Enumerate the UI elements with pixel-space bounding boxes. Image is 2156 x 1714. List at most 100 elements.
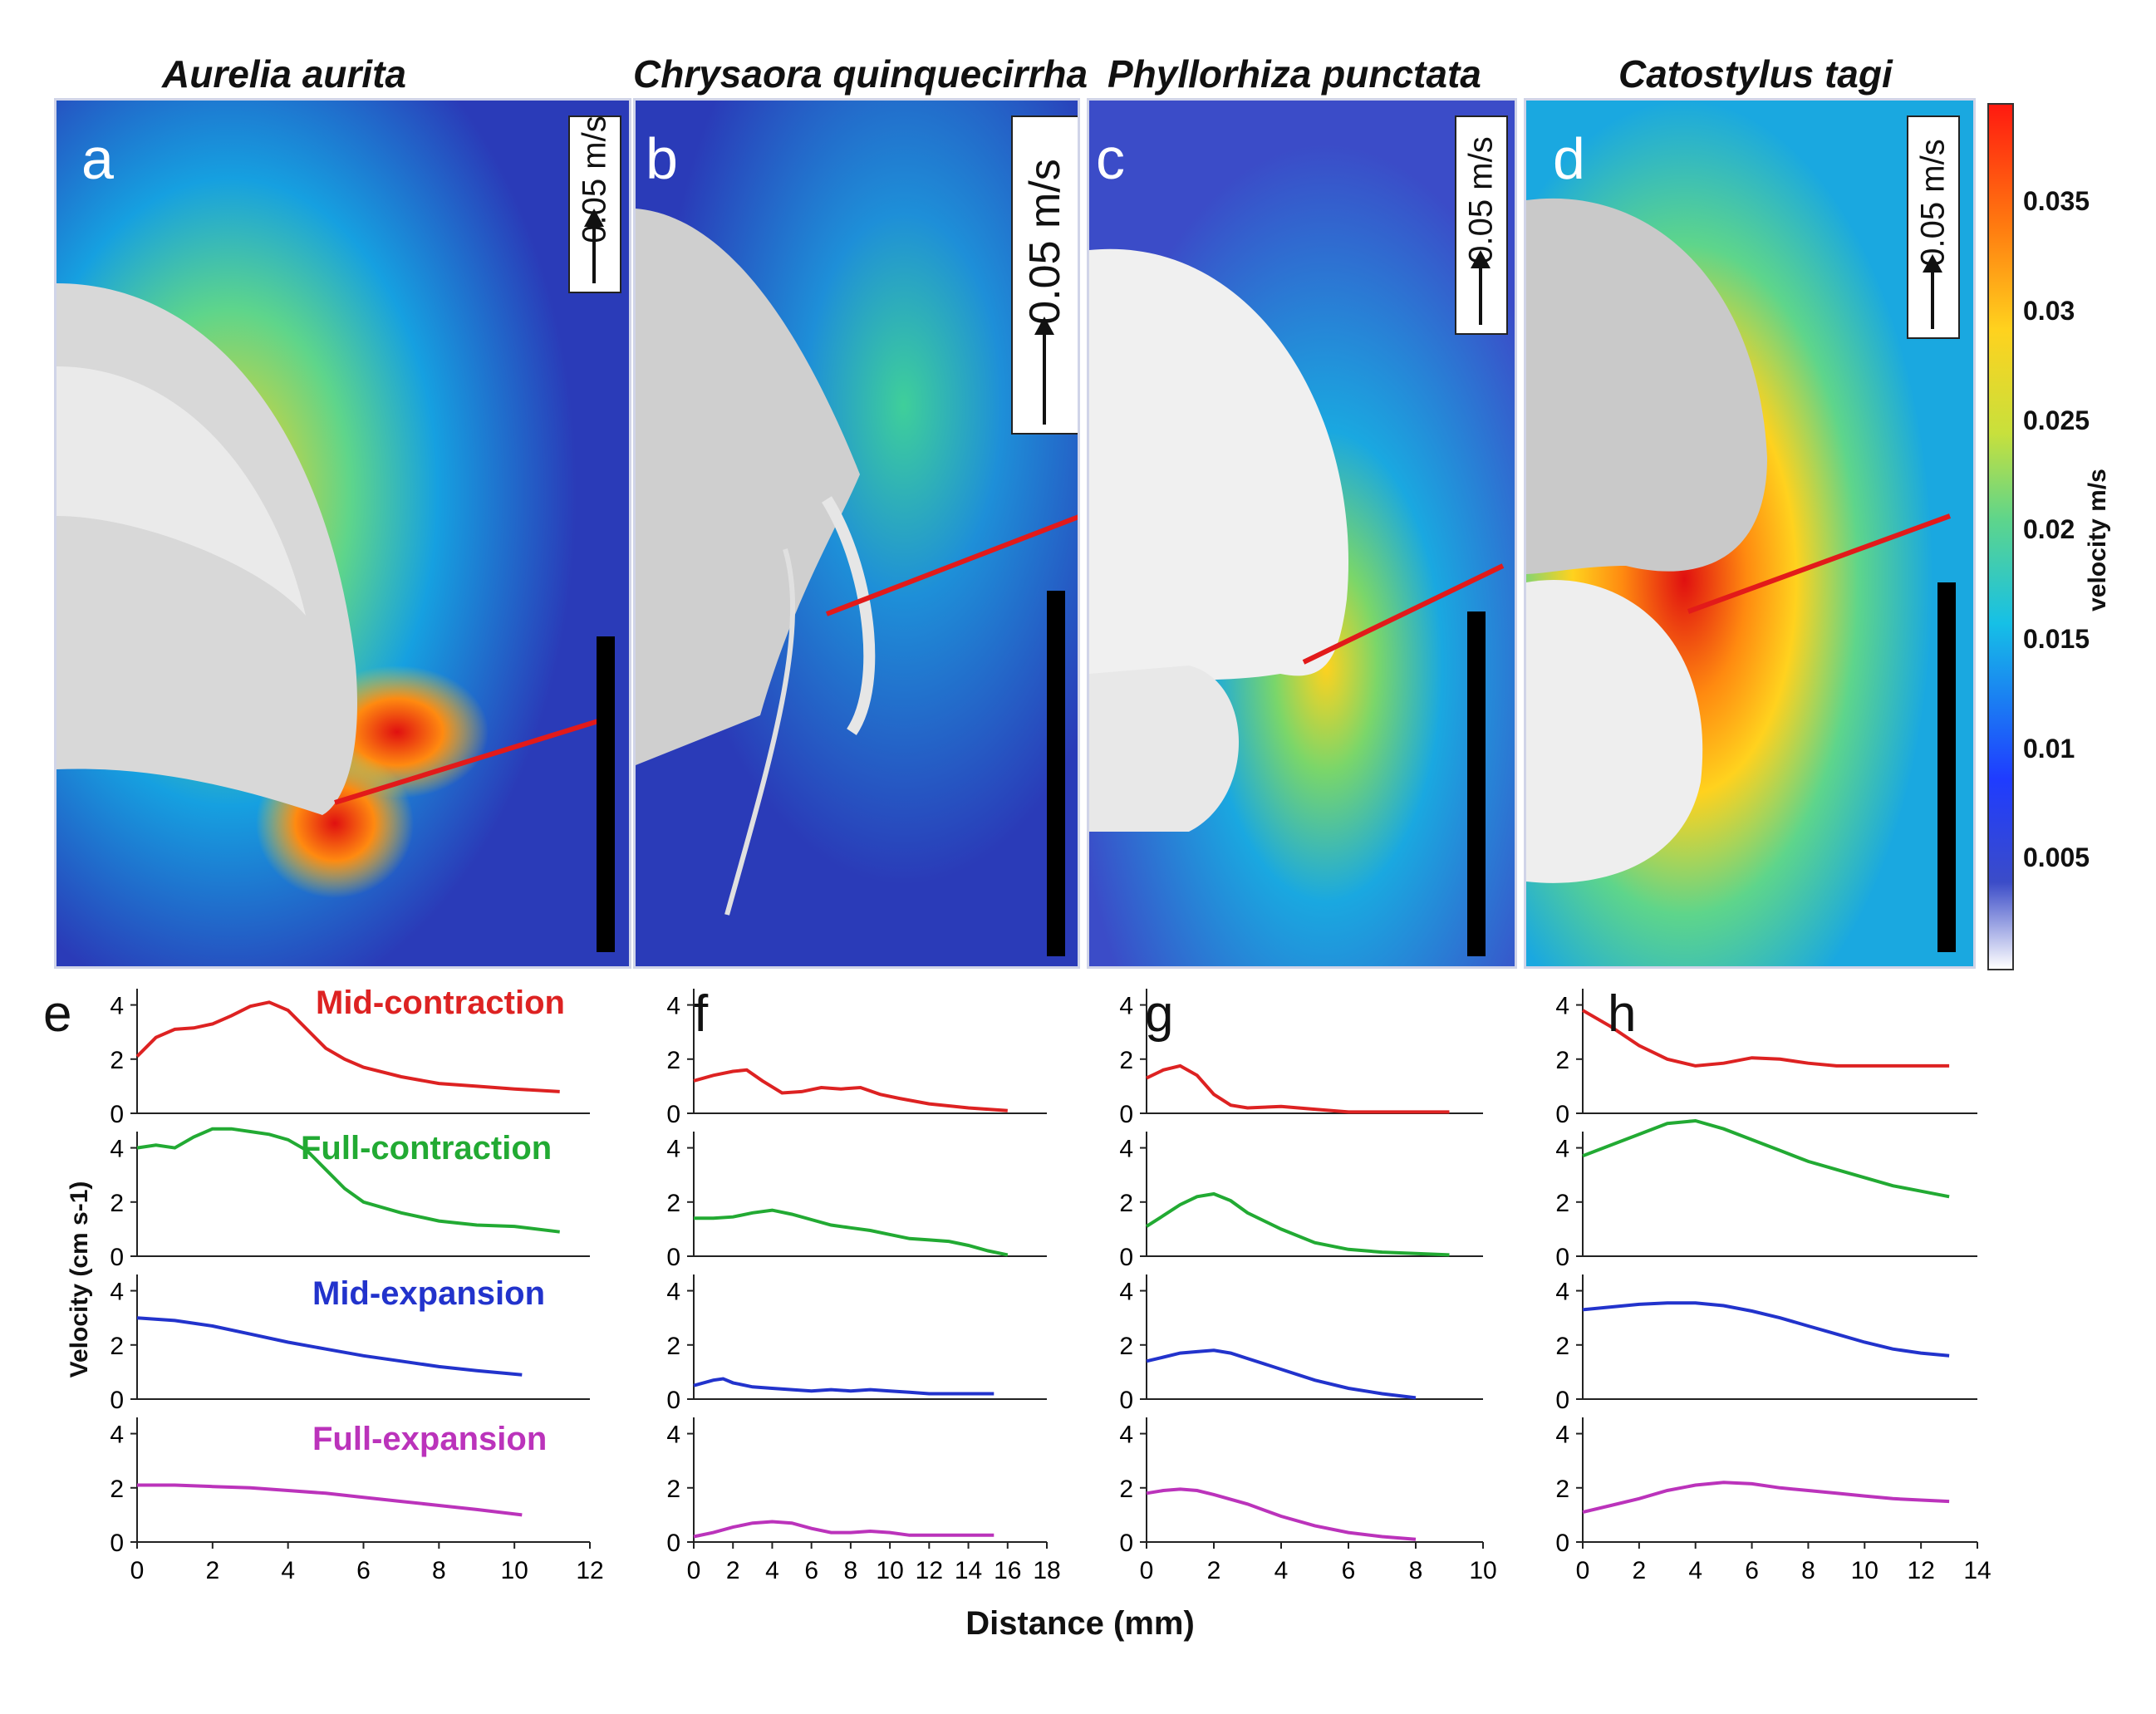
x-tick-label: 10 (500, 1557, 528, 1584)
x-tick-label: 0 (1576, 1557, 1590, 1584)
y-tick-label: 2 (1119, 1333, 1133, 1360)
x-tick-label: 6 (1342, 1557, 1356, 1584)
x-tick-label: 2 (1633, 1557, 1647, 1584)
velocity-field-d (1526, 101, 1973, 966)
x-tick-label: 2 (726, 1557, 740, 1584)
y-tick-label: 2 (1119, 1047, 1133, 1074)
transect-line (1687, 513, 1952, 614)
velocity-profile-e: 0 2 4 0 2 4 0 2 4 0 2 4 0 2 4 6 8 10 12 (75, 972, 607, 1637)
panel-letter-c: c (1096, 126, 1125, 191)
plot-e-svg: 0 2 4 0 2 4 0 2 4 0 2 4 0 2 4 6 8 10 12 (110, 989, 604, 1584)
x-tick-label: 12 (576, 1557, 603, 1584)
velocity-field-c (1089, 101, 1515, 966)
stage-label-full-contraction: Full-contraction (301, 1130, 553, 1166)
x-tick-label: 16 (994, 1557, 1021, 1584)
colorbar-tick-label: 0.03 (2023, 296, 2075, 327)
series-line-mid-expansion (1582, 1301, 1950, 1358)
panel-letter-a: a (81, 126, 114, 191)
x-tick-label: 8 (1801, 1557, 1815, 1584)
y-tick-label: 0 (110, 1101, 124, 1128)
species-title-b: Chrysaora quinquecirrha (633, 52, 1088, 96)
x-tick-label: 6 (804, 1557, 818, 1584)
x-axis-label: Distance (mm) (965, 1605, 1195, 1642)
plot-h-svg: 0 2 4 0 2 4 0 2 4 0 2 4 0 2 4 6 8 10 12 14 (1555, 989, 1991, 1584)
velocity-scale-key: 0.05 m/s (568, 115, 621, 293)
x-tick-label: 12 (916, 1557, 943, 1584)
y-tick-label: 4 (110, 1422, 124, 1449)
y-tick-label: 4 (110, 1136, 124, 1163)
y-tick-label: 2 (666, 1047, 680, 1074)
colorbar-tick-label: 0.005 (2023, 842, 2090, 873)
x-tick-label: 6 (356, 1557, 371, 1584)
velocity-profile-g: 0 2 4 0 2 4 0 2 4 0 2 4 0 2 4 6 8 10 (1084, 972, 1500, 1637)
x-tick-label: 2 (1207, 1557, 1221, 1584)
series-line-mid-expansion (136, 1316, 523, 1377)
x-tick-label: 0 (130, 1557, 145, 1584)
colorbar-tick-label: 0.01 (2023, 733, 2075, 764)
y-tick-label: 0 (1555, 1244, 1569, 1271)
series-line-full-expansion (137, 1483, 523, 1517)
colorbar-tick-label: 0.02 (2023, 514, 2075, 545)
y-tick-label: 0 (666, 1387, 680, 1414)
y-tick-label: 0 (1119, 1101, 1133, 1128)
x-tick-label: 10 (876, 1557, 903, 1584)
x-tick-label: 12 (1907, 1557, 1934, 1584)
y-tick-label: 0 (1555, 1387, 1569, 1414)
x-tick-label: 14 (955, 1557, 982, 1584)
velocity-scale-key: 0.05 m/s (1011, 115, 1078, 435)
jellyfish-bell-highlight (56, 366, 306, 616)
y-tick-label: 2 (1555, 1476, 1569, 1503)
velocity-scale-key: 0.05 m/s (1907, 115, 1960, 339)
stage-label-mid-contraction: Mid-contraction (316, 985, 565, 1021)
velocity-scale-label: 0.05 m/s (1462, 136, 1500, 264)
piv-panel-a: a 0.05 m/s (54, 98, 631, 969)
y-tick-label: 4 (1555, 993, 1569, 1020)
y-tick-label: 2 (110, 1190, 124, 1217)
y-tick-label: 4 (110, 1279, 124, 1306)
velocity-colorbar (1987, 103, 2014, 970)
x-tick-label: 4 (1274, 1557, 1289, 1584)
series-line-mid-expansion (693, 1377, 995, 1396)
jellyfish-bell (636, 209, 860, 765)
velocity-scale-key: 0.05 m/s (1455, 115, 1508, 335)
x-tick-label: 4 (765, 1557, 779, 1584)
y-tick-label: 0 (1555, 1101, 1569, 1128)
velocity-profile-h: 0 2 4 0 2 4 0 2 4 0 2 4 0 2 4 6 8 10 12 14 (1520, 972, 1994, 1637)
jellyfish-arm (1526, 580, 1703, 883)
colorbar-tick-label: 0.035 (2023, 186, 2090, 217)
series-line-mid-contraction (135, 1000, 560, 1093)
y-tick-label: 4 (1555, 1422, 1569, 1449)
y-tick-label: 2 (110, 1476, 124, 1503)
series-line-full-expansion (1582, 1481, 1950, 1515)
velocity-scale-label: 0.05 m/s (1914, 138, 1952, 267)
y-tick-label: 4 (1119, 1279, 1133, 1306)
transect-line (1302, 563, 1505, 665)
y-tick-label: 0 (110, 1387, 124, 1414)
y-tick-label: 4 (666, 1136, 680, 1163)
plot-letter-f: f (694, 985, 709, 1043)
velocity-profile-f: 0 2 4 0 2 4 0 2 4 0 2 4 0 2 4 6 8 10 12 14 16 18 (631, 972, 1063, 1637)
x-tick-label: 18 (1033, 1557, 1060, 1584)
x-tick-label: 8 (844, 1557, 858, 1584)
x-tick-label: 0 (687, 1557, 701, 1584)
stage-label-full-expansion: Full-expansion (312, 1421, 548, 1457)
y-tick-label: 0 (110, 1244, 124, 1271)
species-title-c: Phyllorhiza punctata (1107, 52, 1481, 96)
y-tick-label: 4 (666, 1279, 680, 1306)
x-tick-label: 8 (1409, 1557, 1423, 1584)
y-tick-label: 0 (1119, 1530, 1133, 1557)
x-tick-label: 14 (1963, 1557, 1991, 1584)
y-tick-label: 0 (1119, 1387, 1133, 1414)
velocity-scale-label: 0.05 m/s (1021, 159, 1069, 325)
series-line-full-expansion (1146, 1487, 1417, 1541)
piv-panel-c: c 0.05 m/s (1087, 98, 1517, 969)
y-tick-label: 0 (1555, 1530, 1569, 1557)
plot-g-svg: 0 2 4 0 2 4 0 2 4 0 2 4 0 2 4 6 8 10 (1119, 989, 1497, 1584)
species-title-a: Aurelia aurita (162, 52, 406, 96)
y-tick-label: 2 (666, 1190, 680, 1217)
y-tick-label: 4 (1555, 1136, 1569, 1163)
x-tick-label: 2 (205, 1557, 219, 1584)
y-tick-label: 4 (666, 993, 680, 1020)
y-tick-label: 2 (110, 1047, 124, 1074)
